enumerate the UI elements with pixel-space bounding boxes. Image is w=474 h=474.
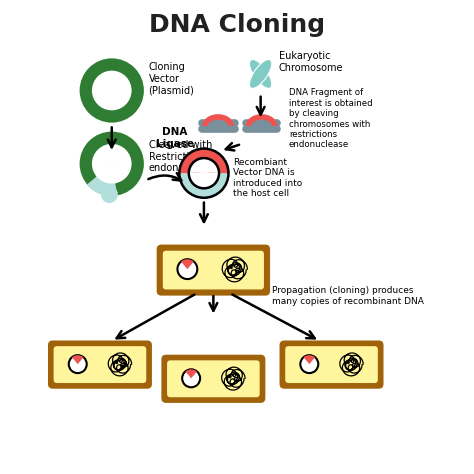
Text: Propagation (cloning) produces
many copies of recombinant DNA: Propagation (cloning) produces many copi…: [273, 286, 424, 306]
Circle shape: [92, 144, 132, 183]
FancyBboxPatch shape: [156, 245, 270, 296]
Text: DNA Cloning: DNA Cloning: [149, 12, 325, 36]
Text: Recombiant
Vector DNA is
introduced into
the host cell: Recombiant Vector DNA is introduced into…: [233, 158, 302, 198]
FancyBboxPatch shape: [54, 346, 146, 383]
FancyBboxPatch shape: [163, 251, 264, 290]
FancyBboxPatch shape: [48, 340, 152, 389]
FancyBboxPatch shape: [285, 346, 378, 383]
Circle shape: [80, 132, 144, 196]
Wedge shape: [87, 164, 118, 196]
Ellipse shape: [249, 60, 272, 88]
FancyBboxPatch shape: [167, 360, 260, 397]
FancyBboxPatch shape: [161, 355, 265, 403]
Text: Cloning
Vector
(Plasmid): Cloning Vector (Plasmid): [149, 62, 194, 95]
Wedge shape: [181, 259, 194, 269]
FancyBboxPatch shape: [280, 340, 383, 389]
Wedge shape: [179, 149, 228, 173]
Circle shape: [301, 355, 318, 373]
Ellipse shape: [249, 60, 272, 88]
Text: DNA
Ligase: DNA Ligase: [155, 127, 194, 149]
Wedge shape: [72, 355, 83, 364]
Wedge shape: [303, 355, 315, 364]
Wedge shape: [179, 173, 228, 198]
Wedge shape: [189, 172, 219, 188]
Circle shape: [80, 58, 144, 123]
Ellipse shape: [255, 69, 266, 79]
Wedge shape: [185, 369, 197, 378]
Text: Eukaryotic
Chromosome: Eukaryotic Chromosome: [279, 51, 343, 73]
Circle shape: [92, 71, 132, 110]
Circle shape: [101, 186, 118, 203]
Circle shape: [69, 355, 87, 373]
Circle shape: [177, 259, 197, 279]
Wedge shape: [189, 158, 219, 173]
Circle shape: [182, 369, 200, 387]
Text: Cleaved with
Restriction
endonuclease: Cleaved with Restriction endonuclease: [149, 140, 217, 173]
Text: DNA Fragment of
interest is obtained
by cleaving
chromosomes with
restrictions
e: DNA Fragment of interest is obtained by …: [289, 88, 373, 149]
Wedge shape: [95, 164, 117, 183]
